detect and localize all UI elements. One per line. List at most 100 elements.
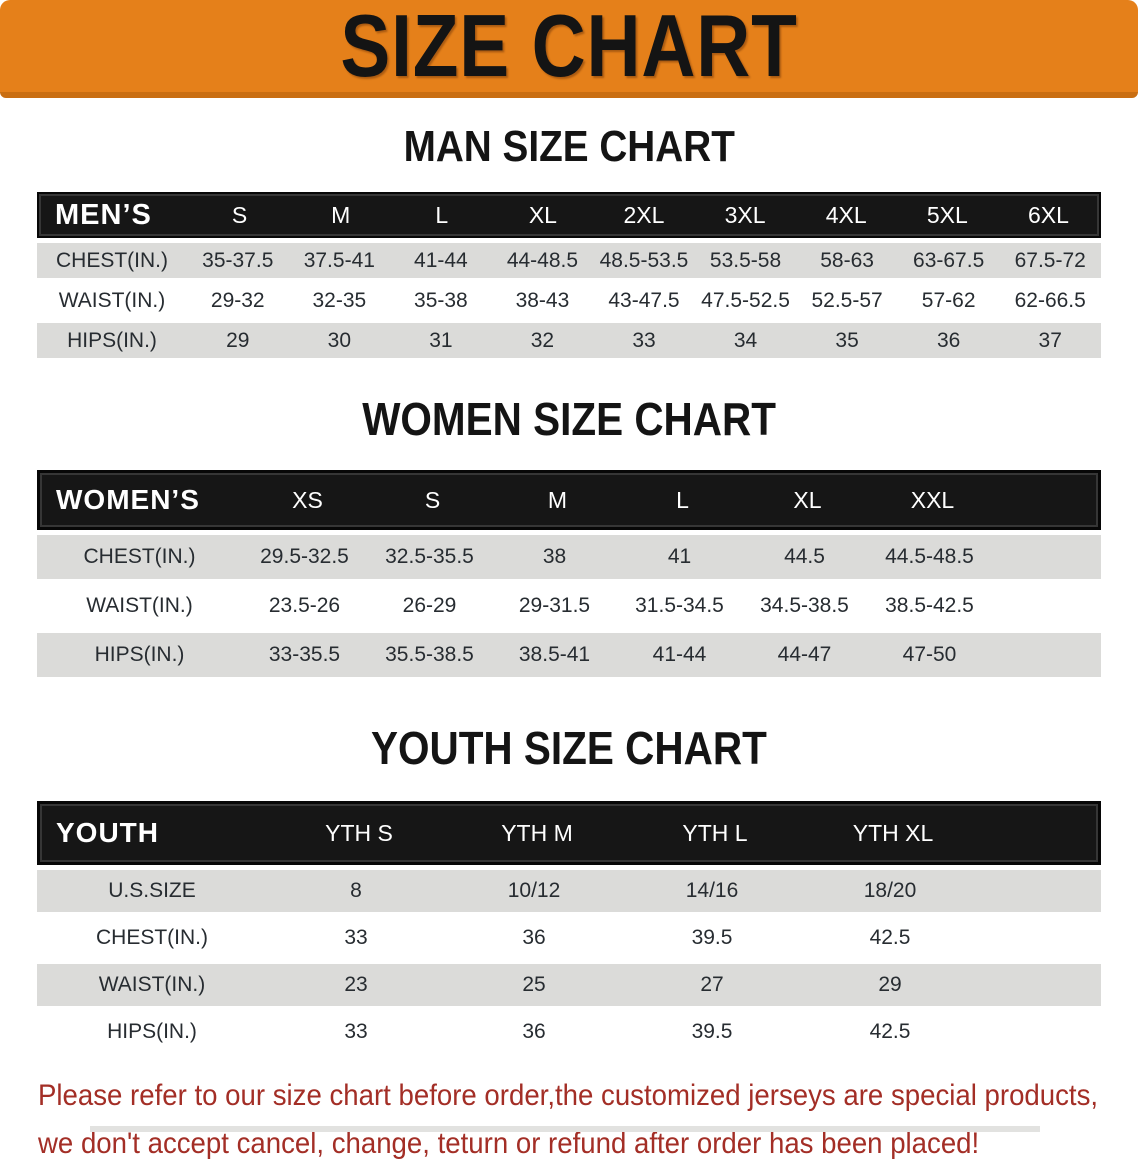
row-label: WAIST(IN.) xyxy=(58,288,166,312)
size-value-cell: 29-31.5 xyxy=(518,594,591,617)
size-value-cell: 34 xyxy=(733,328,758,352)
row-label: HIPS(IN.) xyxy=(67,328,157,352)
size-value-cell: 62-66.5 xyxy=(1014,288,1086,312)
size-value-cell: 35 xyxy=(835,328,859,352)
size-chart-banner: SIZE CHART xyxy=(0,0,1138,98)
disclaimer-line-2: we don't accept cancel, change, teturn o… xyxy=(38,1127,980,1160)
size-tables: MAN SIZE CHART MEN’S S M L XL 2XL 3XL 4XL 5XL 6XL C… xyxy=(0,122,1138,1053)
size-value-cell: 14/16 xyxy=(685,879,739,902)
size-value-cell: 33 xyxy=(344,926,368,949)
youth-size-table: YOUTH YTH S YTH M YTH L YTH XL U.S.SIZE 8 10/12… xyxy=(37,801,1101,1053)
women-chart-heading-text: WOMEN SIZE CHART xyxy=(362,393,776,445)
size-value-cell: 52.5-57 xyxy=(811,288,883,312)
row-label: CHEST(IN.) xyxy=(96,926,208,949)
size-column-header: XS xyxy=(292,486,323,513)
size-value-cell: 67.5-72 xyxy=(1014,248,1086,272)
size-table-row: U.S.SIZE 8 10/12 14/16 18/20 xyxy=(37,870,1101,912)
men-table-corner-label: MEN’S xyxy=(55,198,152,231)
size-value-cell: 38 xyxy=(542,545,567,568)
size-value-cell: 10/12 xyxy=(507,879,561,902)
size-value-cell: 48.5-53.5 xyxy=(599,248,689,272)
size-column-header: 4XL xyxy=(825,201,867,228)
size-column-header: L xyxy=(435,201,449,228)
size-value-cell: 42.5 xyxy=(869,1020,911,1043)
size-value-cell: 18/20 xyxy=(863,879,917,902)
size-value-cell: 38.5-42.5 xyxy=(885,594,974,617)
row-label: WAIST(IN.) xyxy=(98,973,206,996)
men-chart-heading: MAN SIZE CHART xyxy=(0,122,1138,172)
size-table-row: CHEST(IN.) 29.5-32.5 32.5-35.5 38 41 44.5 44.5… xyxy=(37,535,1101,579)
size-value-cell: 35-38 xyxy=(414,288,468,312)
size-value-cell: 42.5 xyxy=(869,926,911,949)
row-label: HIPS(IN.) xyxy=(107,1020,197,1043)
size-value-cell: 29.5-32.5 xyxy=(260,545,349,568)
size-table-row: WAIST(IN.) 23.5-26 26-29 29-31.5 31.5-34.5 34… xyxy=(37,584,1101,628)
size-value-cell: 8 xyxy=(350,879,362,902)
men-chart-heading-text: MAN SIZE CHART xyxy=(403,122,735,171)
size-table-row: HIPS(IN.) 33 36 39.5 42.5 xyxy=(37,1011,1101,1053)
size-column-header: S xyxy=(424,486,441,513)
row-label: CHEST(IN.) xyxy=(56,248,168,272)
size-value-cell: 35-37.5 xyxy=(202,248,274,272)
youth-chart-heading: YOUTH SIZE CHART xyxy=(0,721,1138,775)
men-size-table: MEN’S S M L XL 2XL 3XL 4XL 5XL 6XL CHEST(IN.) 35-37… xyxy=(37,192,1101,358)
size-value-cell: 39.5 xyxy=(691,926,733,949)
size-table-row: HIPS(IN.) 29 30 31 32 33 34 35 36 37 xyxy=(37,323,1101,358)
size-value-cell: 44.5-48.5 xyxy=(885,545,974,568)
women-size-section: WOMEN SIZE CHART WOMEN’S XS S M L XL XXL CHEST(I… xyxy=(0,392,1138,677)
bottom-edge-strip xyxy=(90,1126,1040,1132)
disclaimer-line-1: Please refer to our size chart before or… xyxy=(38,1079,1099,1112)
size-value-cell: 57-62 xyxy=(921,288,976,312)
size-value-cell: 39.5 xyxy=(691,1020,733,1043)
size-value-cell: 41-44 xyxy=(414,248,468,272)
size-value-cell: 53.5-58 xyxy=(709,248,782,272)
size-column-header: YTH L xyxy=(682,819,748,846)
size-value-cell: 26-29 xyxy=(402,594,457,617)
disclaimer: Please refer to our size chart before or… xyxy=(38,1079,1138,1161)
size-value-cell: 35.5-38.5 xyxy=(385,643,474,666)
size-value-cell: 31.5-34.5 xyxy=(635,594,724,617)
size-value-cell: 23.5-26 xyxy=(268,594,341,617)
size-column-header: 3XL xyxy=(724,201,766,228)
size-column-header: XL xyxy=(793,486,822,513)
size-column-header: S xyxy=(231,201,248,228)
size-column-header: 5XL xyxy=(926,201,968,228)
size-value-cell: 41-44 xyxy=(652,643,707,666)
size-value-cell: 47.5-52.5 xyxy=(701,288,790,312)
size-value-cell: 47-50 xyxy=(902,643,957,666)
men-table-header-bar: MEN’S S M L XL 2XL 3XL 4XL 5XL 6XL xyxy=(37,192,1101,238)
size-value-cell: 29 xyxy=(878,973,902,996)
size-value-cell: 23 xyxy=(344,973,368,996)
size-value-cell: 58-63 xyxy=(820,248,874,272)
size-value-cell: 34.5-38.5 xyxy=(760,594,849,617)
size-value-cell: 32 xyxy=(530,328,555,352)
youth-table-corner-label: YOUTH xyxy=(56,817,159,848)
size-column-header: M xyxy=(547,486,568,513)
size-value-cell: 33 xyxy=(632,328,656,352)
size-column-header: YTH M xyxy=(501,819,573,846)
size-column-header: YTH S xyxy=(325,819,393,846)
row-label: U.S.SIZE xyxy=(108,879,196,902)
size-value-cell: 44-48.5 xyxy=(506,248,579,272)
size-value-cell: 33-35.5 xyxy=(268,643,341,666)
size-table-row: HIPS(IN.) 33-35.5 35.5-38.5 38.5-41 41-44 44-… xyxy=(37,633,1101,677)
size-value-cell: 41 xyxy=(667,545,692,568)
size-table-row: CHEST(IN.) 35-37.5 37.5-41 41-44 44-48.5 48.5… xyxy=(37,243,1101,278)
size-value-cell: 36 xyxy=(522,926,546,949)
size-value-cell: 32-35 xyxy=(312,288,367,312)
size-value-cell: 36 xyxy=(522,1020,546,1043)
size-column-header: 6XL xyxy=(1027,201,1069,228)
size-value-cell: 37 xyxy=(1038,328,1062,352)
size-value-cell: 44.5 xyxy=(784,545,825,568)
size-value-cell: 38.5-41 xyxy=(518,643,591,666)
size-column-header: XXL xyxy=(910,486,955,513)
size-table-row: CHEST(IN.) 33 36 39.5 42.5 xyxy=(37,917,1101,959)
size-table-row: WAIST(IN.) 23 25 27 29 xyxy=(37,964,1101,1006)
size-column-header: XL xyxy=(528,201,557,228)
size-column-header: 2XL xyxy=(623,201,665,228)
size-value-cell: 44-47 xyxy=(777,643,832,666)
size-column-header: YTH XL xyxy=(852,819,934,846)
size-column-header: M xyxy=(331,201,351,228)
men-size-section: MAN SIZE CHART MEN’S S M L XL 2XL 3XL 4XL 5XL 6XL C… xyxy=(0,122,1138,358)
size-value-cell: 37.5-41 xyxy=(303,248,375,272)
